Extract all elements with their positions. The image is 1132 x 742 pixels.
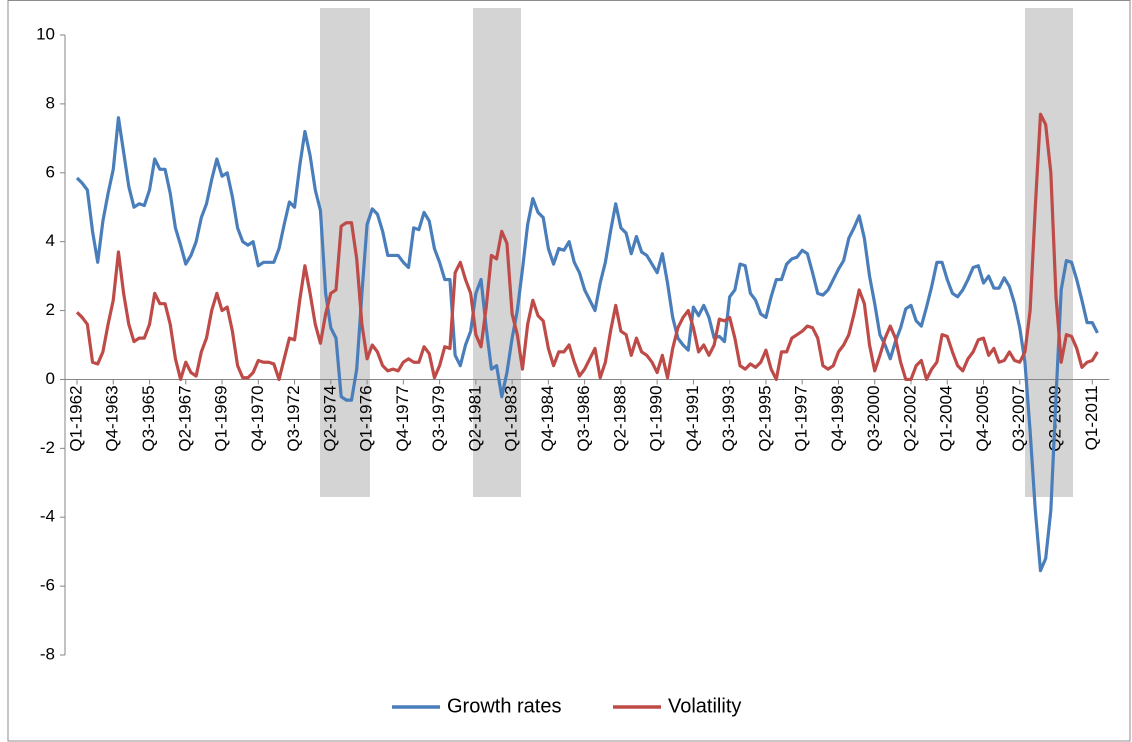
series-lines bbox=[75, 112, 1099, 573]
y-tick-label: 2 bbox=[46, 300, 55, 319]
legend: Growth rates Volatility bbox=[392, 695, 741, 717]
x-tick-label: Q4-1970 bbox=[248, 385, 267, 451]
x-tick-label: Q2-2002 bbox=[900, 385, 919, 451]
x-tick-label: Q4-1998 bbox=[828, 385, 847, 451]
legend-label: Volatility bbox=[668, 695, 741, 717]
x-tick-label: Q4-1991 bbox=[683, 385, 702, 451]
x-tick-label: Q1-1969 bbox=[212, 385, 231, 451]
x-tick-label: Q3-2000 bbox=[864, 385, 883, 451]
x-tick-label: Q3-1972 bbox=[284, 385, 303, 451]
x-tick-label: Q1-1990 bbox=[647, 385, 666, 451]
y-tick-label: -8 bbox=[40, 644, 55, 663]
chart-border bbox=[7, 0, 1131, 742]
x-tick-label: Q4-1963 bbox=[103, 385, 122, 451]
series-line bbox=[75, 112, 1099, 382]
axes: -8 -6 -4 -2 0 2 4 6 8 10 Q1-1962 Q4-1963 Q3-1965 Q2-1… bbox=[36, 24, 1110, 663]
series-line bbox=[75, 116, 1099, 573]
x-tick-label: Q4-1984 bbox=[538, 385, 557, 451]
x-tick-label: Q1-1997 bbox=[792, 385, 811, 451]
x-tick-label: Q3-1965 bbox=[139, 385, 158, 451]
x-tick-label: Q2-1974 bbox=[320, 385, 339, 451]
x-tick-label: Q3-1993 bbox=[719, 385, 738, 451]
x-tick-label: Q1-1962 bbox=[66, 385, 85, 451]
x-tick-label: Q4-1977 bbox=[393, 385, 412, 451]
x-tick-label: Q1-2004 bbox=[937, 385, 956, 451]
x-tick-label: Q3-2007 bbox=[1009, 385, 1028, 451]
x-tick-label: Q1-1976 bbox=[357, 385, 376, 451]
x-tick-label: Q3-1986 bbox=[574, 385, 593, 451]
shaded-period bbox=[320, 8, 370, 497]
x-tick-label: Q2-1981 bbox=[465, 385, 484, 451]
y-tick-label: -6 bbox=[40, 576, 55, 595]
y-tick-label: 6 bbox=[46, 162, 55, 181]
y-tick-label: 10 bbox=[36, 24, 55, 43]
y-tick-label: -2 bbox=[40, 438, 55, 457]
y-tick-label: 4 bbox=[46, 231, 55, 250]
y-tick-label: -4 bbox=[40, 507, 55, 526]
x-tick-label: Q2-1995 bbox=[755, 385, 774, 451]
x-tick-label: Q4-2005 bbox=[973, 385, 992, 451]
x-tick-label: Q2-1967 bbox=[175, 385, 194, 451]
legend-label: Growth rates bbox=[447, 695, 561, 717]
x-tick-label: Q2-1988 bbox=[610, 385, 629, 451]
x-tick-label: Q3-1979 bbox=[429, 385, 448, 451]
x-tick-label: Q1-2011 bbox=[1082, 385, 1101, 450]
y-tick-label: 8 bbox=[46, 93, 55, 112]
x-tick-label: Q1-1983 bbox=[502, 385, 521, 451]
y-tick-label: 0 bbox=[46, 369, 55, 388]
